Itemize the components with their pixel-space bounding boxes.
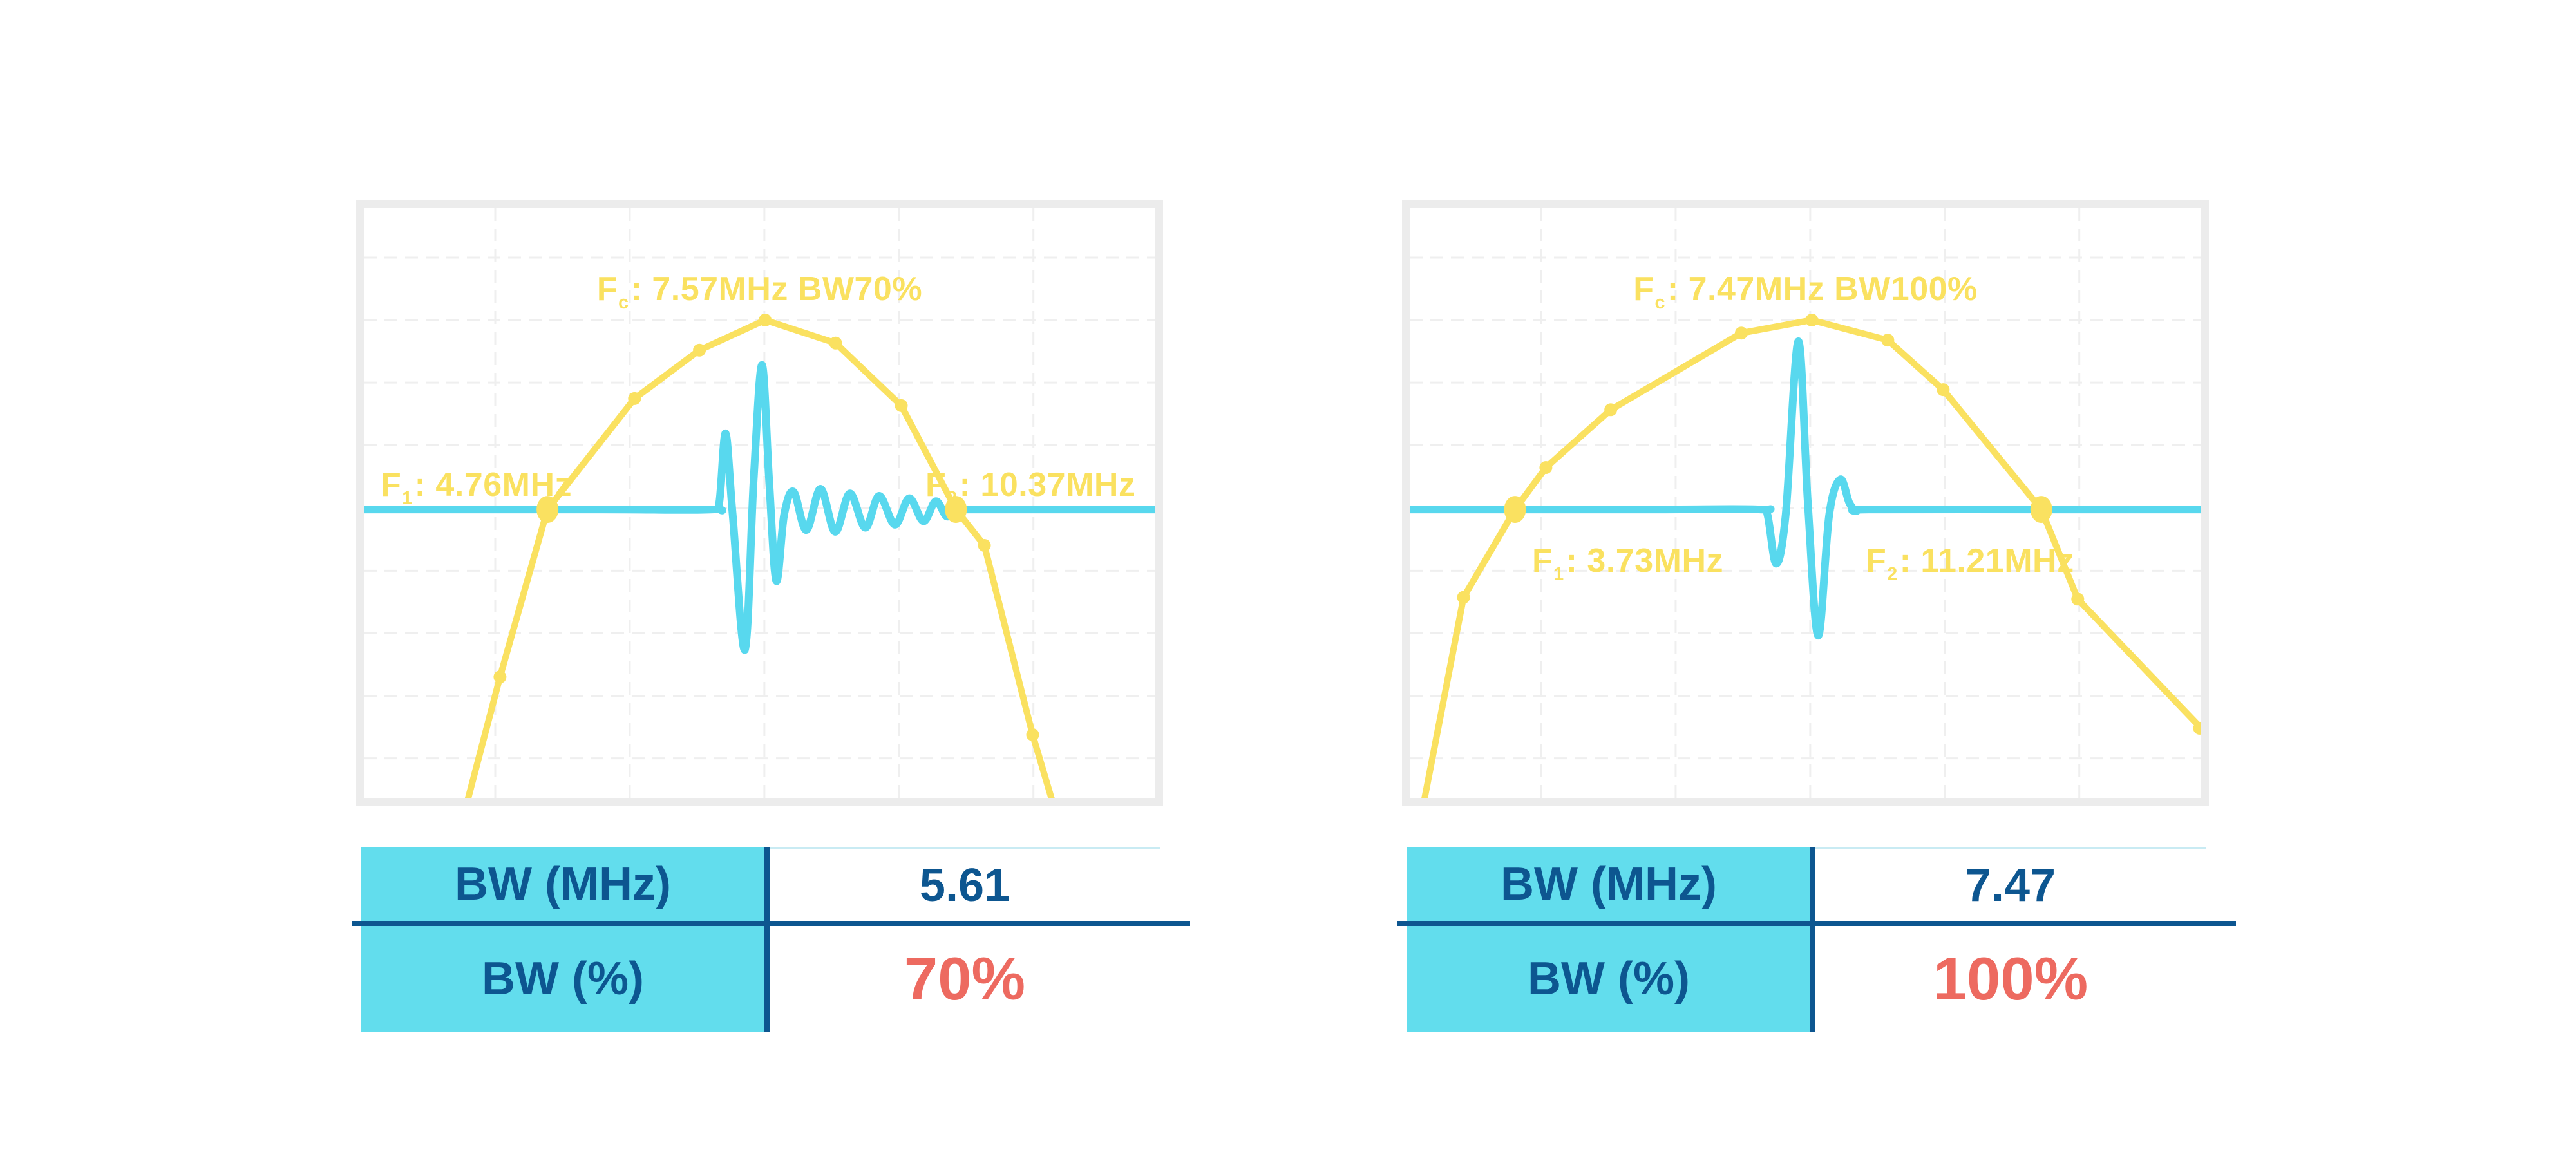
bandwidth-crossing-marker: [2030, 496, 2052, 524]
spectrum-point-marker: [1604, 403, 1618, 417]
f1-annotation: F1: 4.76MHz: [381, 468, 572, 507]
fc-annotation: Fc: 7.47MHz BW100%: [1410, 272, 2201, 312]
fc-annotation-text: : 7.57MHz BW70%: [630, 270, 923, 308]
f1-annotation-text: : 4.76MHz: [414, 466, 573, 504]
table-label-bw-mhz: BW (MHz): [1407, 847, 1810, 921]
table-value-bw-percent: 100%: [1815, 926, 2206, 1032]
fc-annotation-subscript: c: [618, 292, 629, 313]
spectrum-point-marker: [1734, 326, 1748, 340]
spectrum-curve: [1421, 317, 2201, 798]
bw-table: BW (MHz) 5.61 BW (%) 70%: [352, 847, 1190, 1032]
table-row: BW (%) 70%: [361, 926, 1160, 1032]
table-row: BW (MHz) 7.47: [1407, 847, 2206, 921]
spectrum-plot: [364, 208, 1155, 798]
f2-annotation-prefix: F: [1866, 542, 1887, 580]
table-label-bw-percent: BW (%): [361, 926, 764, 1032]
spectrum-point-marker: [895, 399, 908, 412]
f1-annotation-subscript: 1: [402, 487, 413, 509]
fc-annotation-prefix: F: [596, 270, 618, 308]
table-label-bw-mhz: BW (MHz): [361, 847, 764, 921]
spectrum-point-marker: [693, 343, 706, 357]
f2-annotation-subscript: 2: [1887, 563, 1898, 585]
f2-annotation-text: : 10.37MHz: [959, 466, 1136, 504]
pulse-waveform-curve: [1410, 337, 2201, 640]
f1-annotation-prefix: F: [1532, 542, 1553, 580]
spectrum-point-marker: [628, 392, 641, 405]
table-row: BW (MHz) 5.61: [361, 847, 1160, 921]
spectrum-point-marker: [2071, 592, 2085, 606]
panel-bw70: Fc: 7.57MHz BW70% F1: 4.76MHz F2: 10.37M…: [352, 200, 1190, 1032]
f2-annotation-subscript: 2: [947, 487, 958, 509]
table-column-divider: [764, 847, 770, 1032]
fc-annotation: Fc: 7.57MHz BW70%: [364, 272, 1155, 312]
table-row: BW (%) 100%: [1407, 926, 2206, 1032]
spectrum-point-marker: [493, 670, 507, 684]
fc-annotation-subscript: c: [1654, 292, 1665, 313]
bandwidth-crossing-marker: [536, 496, 559, 524]
spectrum-point-marker: [1881, 334, 1895, 347]
table-value-bw-percent: 70%: [770, 926, 1160, 1032]
f1-annotation-subscript: 1: [1553, 563, 1564, 585]
f1-annotation: F1: 3.73MHz: [1532, 544, 1723, 583]
table-row-divider: [352, 921, 1190, 926]
f2-annotation: F2: 11.21MHz: [1866, 544, 2074, 583]
f2-annotation: F2: 10.37MHz: [925, 468, 1135, 507]
table-label-bw-percent: BW (%): [1407, 926, 1810, 1032]
table-row-divider: [1397, 921, 2236, 926]
fc-annotation-text: : 7.47MHz BW100%: [1667, 270, 1978, 308]
panel-bw100: Fc: 7.47MHz BW100% F1: 3.73MHz F2: 11.21…: [1397, 200, 2236, 1032]
table-column-divider: [1810, 847, 1815, 1032]
chart-bw100: Fc: 7.47MHz BW100% F1: 3.73MHz F2: 11.21…: [1402, 200, 2209, 806]
spectrum-curve: [464, 317, 1055, 798]
spectrum-point-marker: [759, 314, 772, 327]
f2-annotation-prefix: F: [925, 466, 947, 504]
spectrum-point-marker: [1026, 728, 1039, 741]
fc-annotation-prefix: F: [1633, 270, 1654, 308]
spectrum-point-marker: [978, 538, 991, 552]
pulse-waveform-curve: [364, 361, 1155, 654]
spectrum-point-marker: [2193, 721, 2201, 735]
bandwidth-crossing-marker: [945, 496, 967, 524]
f2-annotation-text: : 11.21MHz: [1899, 542, 2074, 580]
bandwidth-crossing-marker: [1504, 496, 1526, 524]
spectrum-plot: [1410, 208, 2201, 798]
spectrum-point-marker: [1937, 383, 1950, 397]
table-value-bw-mhz: 5.61: [770, 847, 1160, 921]
table-value-bw-mhz: 7.47: [1815, 847, 2206, 921]
f1-annotation-text: : 3.73MHz: [1566, 542, 1724, 580]
spectrum-point-marker: [1539, 461, 1553, 475]
spectrum-point-marker: [1805, 314, 1819, 327]
f1-annotation-prefix: F: [381, 466, 402, 504]
bw-table: BW (MHz) 7.47 BW (%) 100%: [1397, 847, 2236, 1032]
spectrum-point-marker: [1457, 591, 1470, 604]
spectrum-point-marker: [829, 336, 842, 350]
chart-bw70: Fc: 7.57MHz BW70% F1: 4.76MHz F2: 10.37M…: [356, 200, 1163, 806]
